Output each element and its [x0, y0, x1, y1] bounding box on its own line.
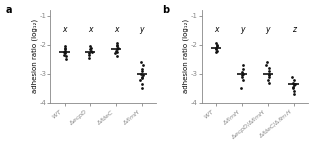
Point [63, 58, 68, 60]
Text: y: y [266, 25, 270, 34]
Point [214, 42, 219, 44]
Text: a: a [6, 5, 12, 15]
Point [213, 51, 218, 53]
Point [141, 64, 146, 66]
Point [264, 64, 269, 66]
Point [265, 79, 270, 81]
Point [86, 52, 91, 55]
Point [140, 83, 145, 85]
Point [240, 74, 245, 77]
Point [240, 76, 245, 78]
Text: x: x [214, 25, 218, 34]
Point [214, 45, 219, 47]
Point [63, 55, 68, 58]
Point [266, 76, 271, 78]
Text: b: b [162, 5, 169, 15]
Point [290, 81, 295, 84]
Point [290, 87, 295, 89]
Point [115, 44, 119, 46]
Point [63, 46, 68, 49]
Point [291, 93, 296, 95]
Text: x: x [88, 25, 93, 34]
Point [139, 68, 144, 71]
Point [140, 87, 145, 89]
Point [114, 49, 119, 52]
Point [293, 83, 298, 85]
Point [62, 49, 67, 52]
Point [139, 70, 144, 72]
Point [214, 46, 219, 49]
Point [292, 90, 297, 92]
Point [241, 68, 246, 71]
Point [115, 51, 119, 53]
Point [291, 84, 296, 87]
Point [292, 79, 297, 81]
Point [139, 76, 144, 78]
Point [140, 77, 145, 79]
Text: x: x [62, 25, 67, 34]
Point [114, 55, 119, 58]
Point [267, 74, 272, 77]
Point [291, 86, 296, 88]
Point [138, 79, 143, 81]
Point [266, 70, 271, 72]
Point [62, 48, 67, 50]
Point [62, 52, 67, 55]
Y-axis label: adhesion ratio (log₁₂): adhesion ratio (log₁₂) [31, 19, 38, 93]
Point [89, 46, 94, 49]
Point [241, 73, 246, 75]
Point [266, 81, 271, 84]
Point [115, 46, 120, 49]
Point [87, 45, 92, 47]
Point [214, 49, 219, 52]
Point [238, 87, 243, 89]
Point [214, 44, 219, 46]
Point [241, 79, 246, 81]
Point [112, 52, 117, 55]
Text: y: y [140, 25, 144, 34]
Point [86, 54, 91, 56]
Text: x: x [114, 25, 118, 34]
Point [88, 48, 93, 50]
Point [266, 67, 271, 69]
Y-axis label: adhesion ratio (log₁₂): adhesion ratio (log₁₂) [183, 19, 189, 93]
Point [213, 48, 218, 50]
Point [89, 51, 94, 53]
Point [138, 61, 143, 63]
Point [88, 49, 93, 52]
Point [62, 51, 67, 53]
Point [239, 71, 244, 74]
Point [86, 57, 91, 59]
Point [115, 48, 119, 50]
Point [115, 45, 120, 47]
Text: y: y [240, 25, 244, 34]
Point [241, 64, 246, 66]
Point [266, 73, 271, 75]
Point [62, 45, 67, 47]
Text: z: z [292, 25, 296, 34]
Point [139, 73, 144, 75]
Point [115, 42, 119, 44]
Point [140, 74, 145, 77]
Point [264, 61, 269, 63]
Point [290, 76, 295, 78]
Point [62, 54, 67, 56]
